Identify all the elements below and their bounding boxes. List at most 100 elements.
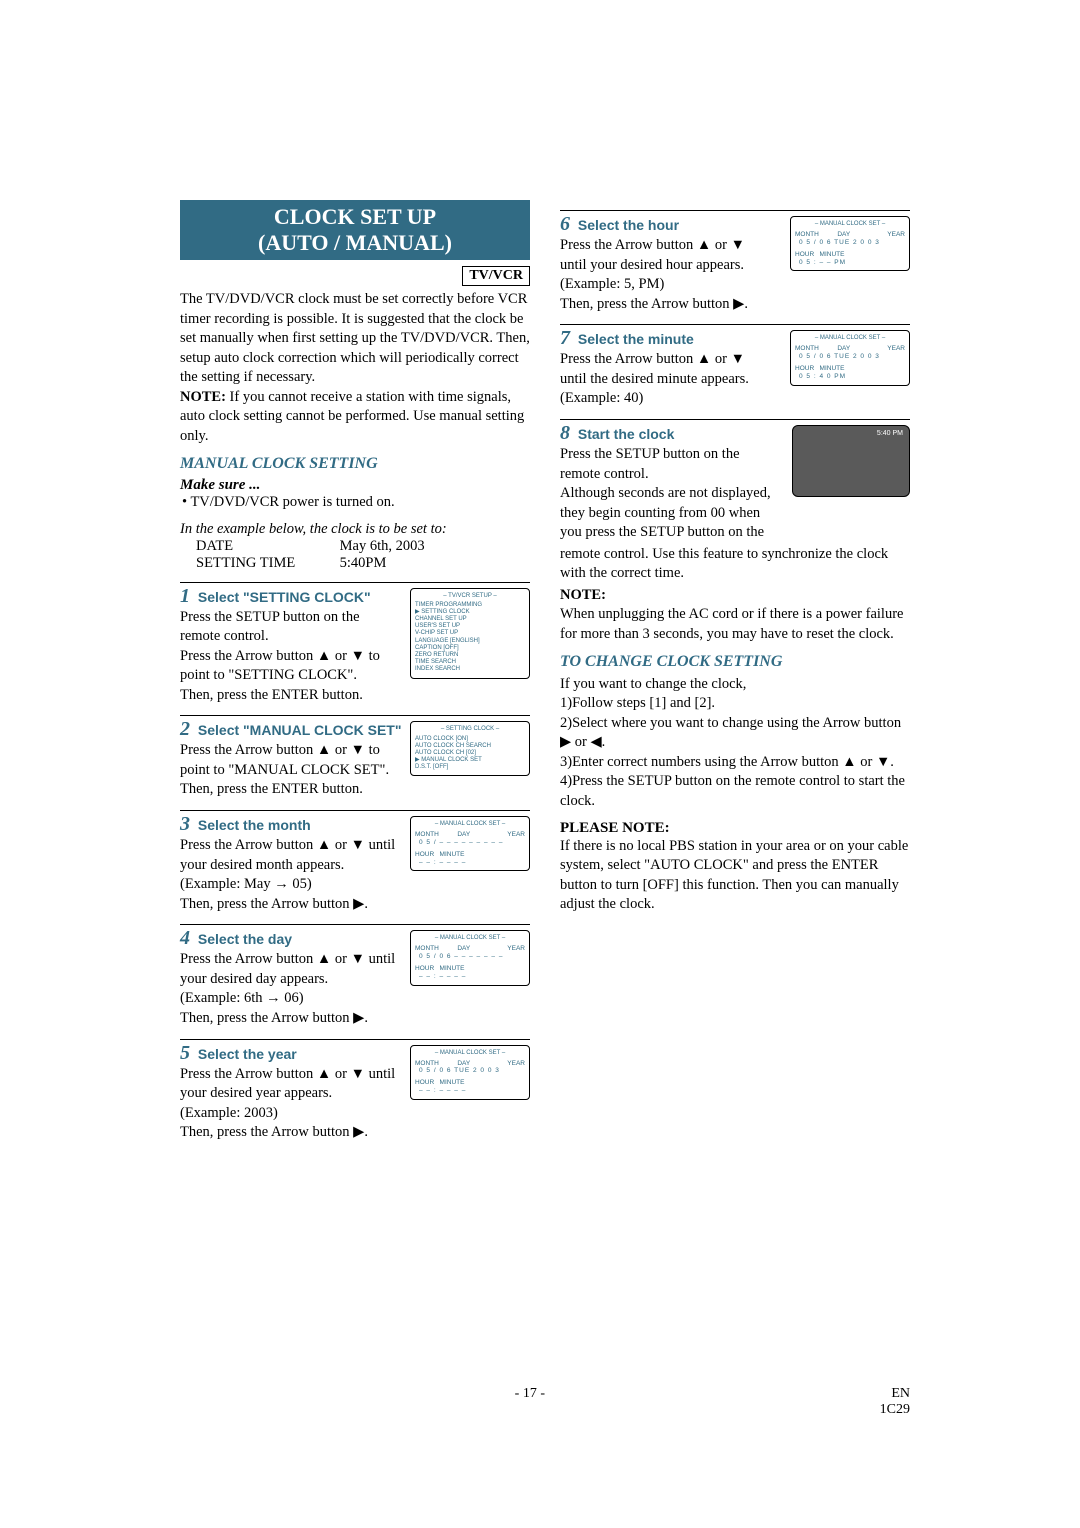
step-title: Select the hour	[578, 217, 679, 233]
bullet-1: • TV/DVD/VCR power is turned on.	[182, 494, 530, 511]
title-line2: (AUTO / MANUAL)	[180, 230, 530, 256]
intro-para: The TV/DVD/VCR clock must be set correct…	[180, 291, 530, 385]
change-heading: TO CHANGE CLOCK SETTING	[560, 653, 910, 671]
osd-hm-row: 0 5 : – – PM	[795, 259, 905, 267]
osd-hm-header: HOUR MINUTE	[415, 1079, 525, 1087]
step-8: 8 Start the clock Press the SETUP button…	[560, 419, 910, 543]
osd-box: – TV/VCR SETUP – TIMER PROGRAMMING▶ SETTI…	[410, 588, 530, 679]
step-5: 5 Select the year Press the Arrow button…	[180, 1039, 530, 1143]
change-1: 1)Follow steps [1] and [2].	[560, 694, 910, 714]
osd-box: – MANUAL CLOCK SET –MONTHDAYYEAR0 5 / 0 …	[410, 930, 530, 985]
osd-line: LANGUAGE [ENGLISH]	[415, 638, 525, 645]
step-rule	[180, 924, 530, 925]
step-rule	[180, 582, 530, 583]
osd-line: TIMER PROGRAMMING	[415, 602, 525, 609]
osd-header-row: MONTHDAYYEAR	[795, 345, 905, 353]
step-num: 7	[560, 327, 570, 349]
osd-hm-row: – – : – – – –	[415, 1087, 525, 1095]
osd-line: INDEX SEARCH	[415, 666, 525, 673]
step-num: 5	[180, 1042, 190, 1064]
step-rule	[180, 1039, 530, 1040]
note2: NOTE: When unplugging the AC cord or if …	[560, 586, 910, 645]
step-num: 3	[180, 813, 190, 835]
after-step8: remote control. Use this feature to sync…	[560, 545, 910, 584]
step-num: 8	[560, 422, 570, 444]
osd-box: – MANUAL CLOCK SET – MONTHDAYYEAR0 5 / 0 …	[790, 330, 910, 385]
note2-label: NOTE:	[560, 587, 606, 603]
manual-heading: MANUAL CLOCK SETTING	[180, 455, 530, 473]
date-label: DATE	[196, 538, 336, 555]
osd-title: – MANUAL CLOCK SET –	[415, 1050, 525, 1057]
example-time: SETTING TIME 5:40PM	[196, 555, 530, 572]
osd-title: – MANUAL CLOCK SET –	[795, 221, 905, 228]
step-title: Select "SETTING CLOCK"	[198, 589, 371, 605]
osd-line: TIME SEARCH	[415, 659, 525, 666]
footer-right: EN 1C29	[880, 1386, 910, 1418]
step-7: 7 Select the minute Press the Arrow butt…	[560, 324, 910, 409]
step-num: 2	[180, 718, 190, 740]
intro-text: The TV/DVD/VCR clock must be set correct…	[180, 290, 530, 447]
step-num: 4	[180, 927, 190, 949]
footer-en: EN	[891, 1386, 910, 1401]
osd-title: – SETTING CLOCK –	[415, 726, 525, 733]
change-2: 2)Select where you want to change using …	[560, 714, 910, 753]
osd-title: – TV/VCR SETUP –	[415, 593, 525, 600]
step-title: Select the month	[198, 817, 311, 833]
osd-line: V-CHIP SET UP	[415, 630, 525, 637]
step-2: 2 Select "MANUAL CLOCK SET" Press the Ar…	[180, 715, 530, 800]
step-body: Press the Arrow button ▲ or ▼ until your…	[180, 1065, 400, 1143]
step-body: Press the Arrow button ▲ or ▼ until your…	[180, 836, 400, 914]
osd-title: – MANUAL CLOCK SET –	[795, 335, 905, 342]
osd-header-row: MONTHDAYYEAR	[415, 945, 525, 953]
osd-title: – MANUAL CLOCK SET –	[415, 821, 525, 828]
osd-line: CAPTION [OFF]	[415, 645, 525, 652]
tvvcr-badge: TV/VCR	[462, 266, 530, 286]
osd-box: – MANUAL CLOCK SET – MONTHDAYYEAR0 5 / 0 …	[790, 216, 910, 271]
step-4: 4 Select the day Press the Arrow button …	[180, 924, 530, 1028]
osd-line: AUTO CLOCK [ON]	[415, 736, 525, 743]
osd-hm-row: 0 5 : 4 0 PM	[795, 373, 905, 381]
please-note-head: PLEASE NOTE:	[560, 820, 910, 837]
osd-date-row: 0 5 / – – – – – – – – –	[415, 839, 525, 847]
step-title: Start the clock	[578, 426, 674, 442]
osd-line: D.S.T. [OFF]	[415, 764, 525, 771]
footer: - 17 - EN 1C29	[180, 1386, 910, 1418]
note-text: If you cannot receive a station with tim…	[180, 389, 524, 444]
osd-hm-row: – – : – – – –	[415, 859, 525, 867]
step-num: 6	[560, 213, 570, 235]
step-1: 1 Select "SETTING CLOCK" Press the SETUP…	[180, 582, 530, 706]
step-rule	[560, 324, 910, 325]
step-rule	[560, 210, 910, 211]
step-body: Press the Arrow button ▲ or ▼ until your…	[180, 950, 400, 1028]
page-title: CLOCK SET UP (AUTO / MANUAL)	[180, 200, 530, 260]
osd-line: ZERO RETURN	[415, 652, 525, 659]
step-3: 3 Select the month Press the Arrow butto…	[180, 810, 530, 914]
osd-date-row: 0 5 / 0 6 – – – – – – –	[415, 953, 525, 961]
footer-page: - 17 -	[515, 1386, 545, 1418]
osd-header-row: MONTHDAYYEAR	[415, 1060, 525, 1068]
change-3: 3)Enter correct numbers using the Arrow …	[560, 753, 910, 773]
step-rule	[560, 419, 910, 420]
change-4: 4)Press the SETUP button on the remote c…	[560, 772, 910, 811]
osd-date-row: 0 5 / 0 6 TUE 2 0 0 3	[795, 353, 905, 361]
osd-hm-row: – – : – – – –	[415, 973, 525, 981]
step-rule	[180, 715, 530, 716]
osd-line: USER'S SET UP	[415, 623, 525, 630]
osd-date-row: 0 5 / 0 6 TUE 2 0 0 3	[415, 1067, 525, 1075]
osd-date-row: 0 5 / 0 6 TUE 2 0 0 3	[795, 239, 905, 247]
osd-line: AUTO CLOCK CH SEARCH	[415, 743, 525, 750]
osd-hm-header: HOUR MINUTE	[795, 365, 905, 373]
example-date: DATE May 6th, 2003	[196, 538, 530, 555]
osd-line: AUTO CLOCK CH [02]	[415, 750, 525, 757]
osd-box: – SETTING CLOCK –AUTO CLOCK [ON]AUTO CLO…	[410, 721, 530, 776]
osd-box: – MANUAL CLOCK SET – MONTHDAYYEAR0 5 / 0 …	[410, 1045, 530, 1100]
title-line1: CLOCK SET UP	[180, 204, 530, 230]
osd-header-row: MONTHDAYYEAR	[795, 231, 905, 239]
osd-line: ▶ SETTING CLOCK	[415, 609, 525, 616]
step-body: Press the Arrow button ▲ or ▼ until your…	[560, 236, 775, 314]
example-intro: In the example below, the clock is to be…	[180, 521, 530, 538]
step-num: 1	[180, 585, 190, 607]
osd-hm-header: HOUR MINUTE	[415, 851, 525, 859]
osd-line: CHANNEL SET UP	[415, 616, 525, 623]
step-body: Press the Arrow button ▲ or ▼ to point t…	[180, 741, 400, 800]
